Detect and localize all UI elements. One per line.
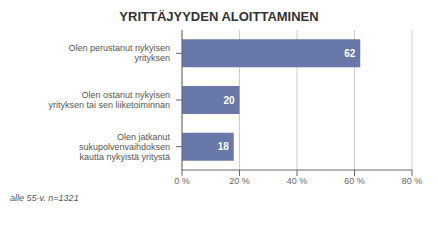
svg-text:20: 20 [223, 95, 235, 106]
svg-text:Olen perustanut nykyisenyrityk: Olen perustanut nykyisenyrityksen [68, 43, 170, 63]
html-text:alle 55-v. n=1321: alle 55-v. n=1321 [10, 193, 79, 203]
svg-text:60 %: 60 % [344, 176, 365, 186]
svg-text:Olen ostanut nykyisenyrityksen: Olen ostanut nykyisenyrityksen tai sen l… [48, 90, 170, 110]
html-text:YRITTÄJYYDEN ALOITTAMINEN: YRITTÄJYYDEN ALOITTAMINEN [119, 9, 319, 24]
svg-text:62: 62 [344, 48, 356, 59]
svg-text:Olen jatkanutsukupolvenvaihdok: Olen jatkanutsukupolvenvaihdoksenkautta … [79, 132, 171, 162]
svg-text:18: 18 [218, 141, 230, 152]
svg-text:0 %: 0 % [174, 176, 190, 186]
svg-text:40 %: 40 % [287, 176, 308, 186]
svg-text:20 %: 20 % [229, 176, 250, 186]
svg-text:80 %: 80 % [402, 176, 423, 186]
